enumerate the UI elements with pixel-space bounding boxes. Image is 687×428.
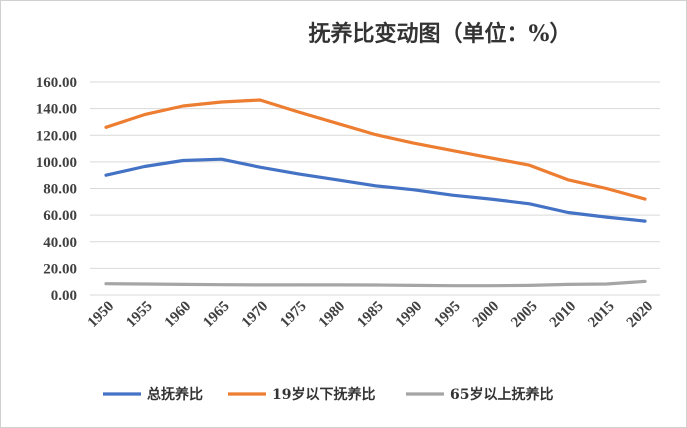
y-tick-label: 160.00	[36, 75, 77, 91]
data-point	[258, 283, 262, 287]
y-tick-label: 0.00	[51, 288, 77, 304]
x-tick-label: 1970	[239, 298, 272, 331]
data-point	[181, 104, 185, 108]
x-tick-label: 1955	[123, 298, 156, 331]
x-tick-label: 1995	[431, 298, 464, 331]
data-point	[143, 113, 146, 116]
data-point	[220, 100, 223, 104]
data-point	[566, 283, 570, 286]
data-point	[297, 110, 300, 114]
data-point	[104, 126, 108, 129]
y-tick-label: 100.00	[36, 155, 77, 171]
data-point	[489, 156, 493, 160]
data-point	[335, 283, 339, 287]
gridlines	[90, 81, 660, 296]
data-point	[374, 133, 377, 136]
data-point	[104, 282, 108, 285]
data-point	[489, 197, 493, 201]
data-point	[528, 164, 531, 167]
data-point	[605, 187, 608, 190]
x-tick-label: 1980	[316, 298, 349, 331]
y-tick-label: 120.00	[36, 128, 77, 144]
data-point	[181, 159, 185, 162]
x-tick-label: 1950	[85, 298, 118, 331]
data-point	[104, 173, 108, 177]
data-point	[451, 149, 454, 152]
data-point	[451, 284, 454, 287]
y-axis-ticks: 0.00 20.00 40.00 60.00 80.00 100.00 120.00 140.…	[36, 75, 77, 304]
data-point	[566, 211, 570, 214]
data-point	[412, 188, 416, 192]
data-point	[374, 283, 377, 287]
x-tick-label: 2020	[624, 298, 657, 331]
x-tick-label: 2000	[470, 298, 503, 331]
legend-label: 总抚养比	[147, 386, 203, 403]
data-point	[528, 202, 531, 206]
legend-label: 19岁以下抚养比	[272, 386, 375, 403]
data-point	[143, 165, 146, 168]
data-point	[143, 282, 146, 286]
x-tick-label: 1975	[277, 298, 310, 331]
data-point	[220, 283, 223, 286]
data-point	[643, 197, 647, 201]
x-tick-label: 2015	[585, 298, 618, 331]
data-point	[258, 98, 262, 102]
x-tick-label: 1990	[393, 298, 426, 331]
data-point	[528, 284, 531, 287]
data-point	[412, 142, 416, 145]
legend-label: 65岁以上抚养比	[450, 386, 553, 403]
data-point	[643, 219, 647, 223]
x-tick-label: 1965	[200, 298, 233, 331]
data-point	[297, 283, 300, 287]
x-tick-label: 1985	[354, 298, 387, 331]
data-point	[258, 166, 262, 169]
data-point	[335, 122, 339, 125]
data-point	[412, 284, 416, 287]
data-point	[605, 215, 608, 219]
data-point	[451, 193, 454, 197]
data-point	[643, 280, 647, 283]
y-tick-label: 20.00	[43, 261, 77, 277]
series-line-0	[104, 157, 647, 223]
series-lines	[104, 98, 647, 288]
x-tick-label: 2005	[508, 298, 541, 331]
data-point	[181, 283, 185, 286]
data-point	[489, 284, 493, 287]
data-point	[374, 184, 377, 188]
data-point	[605, 282, 608, 286]
y-tick-label: 60.00	[43, 208, 77, 224]
y-tick-label: 140.00	[36, 102, 77, 118]
x-tick-label: 1960	[162, 298, 195, 331]
data-point	[220, 158, 223, 161]
x-axis-ticks: 1950 1955 1960 1965 1970 1975 1980 1985 1990 1995…	[85, 298, 657, 331]
legend: 总抚养比 19岁以下抚养比 65岁以上抚养比	[103, 386, 553, 403]
data-point	[297, 172, 300, 176]
chart-title: 抚养比变动图（单位：%）	[309, 21, 572, 47]
y-tick-label: 80.00	[43, 182, 77, 198]
y-tick-label: 40.00	[43, 235, 77, 251]
data-point	[335, 178, 339, 182]
data-point	[566, 178, 570, 182]
x-tick-label: 2010	[547, 298, 580, 331]
